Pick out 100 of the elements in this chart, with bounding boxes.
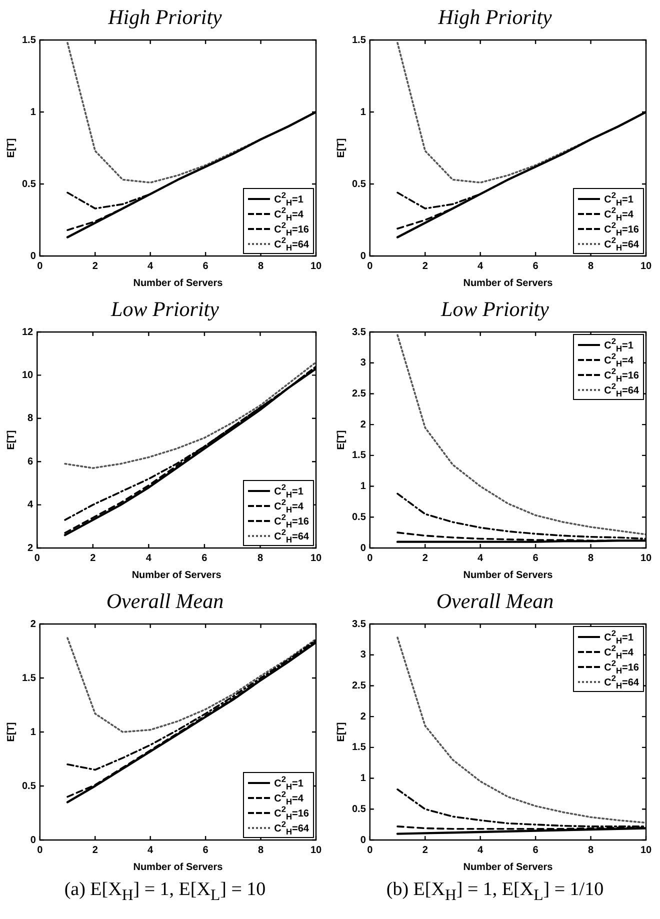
x-tick-label: 0 [37, 260, 44, 272]
x-tick-label: 4 [146, 552, 152, 564]
legend-label: C$^{2}$$_{H}$=64 [604, 234, 639, 252]
x-tick-label: 0 [37, 844, 44, 856]
legend-label: C$^{2}$$_{H}$=4 [604, 350, 634, 368]
legend-label: C$^{2}$$_{H}$=1 [274, 482, 304, 500]
y-axis-title: E[T] [6, 430, 17, 450]
y-tick-label: 3 [360, 650, 366, 661]
chart-title: High Priority [107, 4, 223, 30]
y-tick-label: 0 [30, 834, 36, 846]
y-tick-label: 2 [360, 419, 366, 430]
legend-label: C$^{2}$$_{H}$=4 [604, 642, 634, 660]
y-tick-label: 4 [28, 500, 34, 511]
x-tick-label: 8 [588, 260, 594, 272]
legend-label: C$^{2}$$_{H}$=16 [604, 220, 639, 238]
y-tick-label: 8 [28, 413, 34, 424]
x-tick-label: 8 [588, 552, 594, 564]
x-tick-label: 6 [202, 844, 209, 856]
x-tick-label: 8 [258, 844, 264, 856]
y-tick-label: 1 [30, 106, 36, 118]
y-tick-label: 0 [360, 834, 366, 846]
y-tick-label: 2.5 [352, 680, 366, 692]
y-tick-label: 2 [28, 542, 34, 554]
x-tick-label: 2 [92, 844, 98, 856]
legend-label: C$^{2}$$_{H}$=1 [604, 190, 634, 208]
legend-label: C$^{2}$$_{H}$=1 [274, 774, 304, 792]
chart-title: Low Priority [110, 296, 220, 322]
x-tick-label: 10 [310, 260, 322, 272]
y-tick-label: 1.5 [352, 450, 366, 462]
legend-label: C$^{2}$$_{H}$=64 [274, 234, 309, 252]
y-tick-label: 1 [360, 773, 366, 784]
x-tick-label: 10 [640, 552, 652, 564]
y-tick-label: 6 [28, 456, 34, 468]
y-tick-label: 1.5 [22, 672, 36, 684]
x-tick-label: 6 [202, 260, 209, 272]
y-tick-label: 1 [360, 481, 366, 492]
x-axis-title: Number of Servers [463, 570, 554, 581]
legend-label: C$^{2}$$_{H}$=4 [274, 496, 304, 514]
x-tick-label: 6 [532, 552, 539, 564]
y-tick-label: 1 [30, 726, 36, 738]
y-axis-title: E[T] [336, 138, 347, 158]
y-tick-label: 1.5 [22, 34, 36, 46]
legend-label: C$^{2}$$_{H}$=16 [274, 804, 309, 822]
chart-title: Overall Mean [435, 588, 555, 614]
y-tick-label: 3 [360, 358, 366, 369]
y-tick-label: 1 [360, 106, 366, 118]
y-tick-label: 0 [360, 542, 366, 554]
text: (a) E[X$_{H}$] = 1, E[X$_{L}$] = 10 [63, 878, 267, 906]
y-axis-title: E[T] [6, 138, 17, 158]
x-tick-label: 2 [422, 260, 428, 272]
y-tick-label: 0.5 [352, 512, 366, 523]
x-tick-label: 2 [422, 844, 428, 856]
x-tick-label: 2 [92, 260, 98, 272]
legend-label: C$^{2}$$_{H}$=4 [274, 204, 304, 222]
legend-label: C$^{2}$$_{H}$=4 [604, 204, 634, 222]
x-axis-title: Number of Servers [132, 570, 222, 581]
x-tick-label: 4 [148, 844, 154, 856]
y-tick-label: 1.5 [352, 742, 366, 754]
legend-label: C$^{2}$$_{H}$=16 [274, 220, 309, 238]
x-tick-label: 4 [478, 552, 484, 564]
x-tick-label: 10 [310, 552, 322, 564]
x-tick-label: 4 [478, 260, 484, 272]
x-tick-label: 10 [640, 844, 652, 856]
legend-label: C$^{2}$$_{H}$=16 [604, 658, 639, 676]
y-tick-label: 3.5 [352, 326, 366, 338]
legend-label: C$^{2}$$_{H}$=64 [274, 818, 309, 836]
x-axis-title: Number of Servers [133, 278, 224, 289]
x-tick-label: 8 [257, 552, 264, 564]
legend-label: C$^{2}$$_{H}$=64 [604, 672, 639, 690]
y-tick-label: 0.5 [352, 804, 366, 815]
y-tick-label: 3.5 [352, 618, 366, 630]
x-tick-label: 10 [640, 260, 652, 272]
chart-title: High Priority [437, 4, 553, 30]
y-tick-label: 0.5 [352, 178, 366, 190]
x-tick-label: 8 [588, 844, 594, 856]
y-tick-label: 0.5 [22, 178, 36, 190]
x-tick-label: 0 [367, 844, 374, 856]
legend-label: C$^{2}$$_{H}$=1 [604, 336, 634, 354]
y-tick-label: 0 [30, 250, 36, 262]
x-axis-title: Number of Servers [463, 278, 554, 289]
y-tick-label: 2 [360, 711, 366, 722]
y-axis-title: E[T] [336, 430, 347, 450]
legend-label: C$^{2}$$_{H}$=4 [274, 788, 304, 806]
legend-label: C$^{2}$$_{H}$=16 [604, 366, 639, 384]
chart-title: Low Priority [440, 296, 550, 322]
x-tick-label: 6 [202, 552, 208, 564]
legend-label: C$^{2}$$_{H}$=64 [274, 526, 309, 544]
x-tick-label: 0 [367, 552, 374, 564]
legend-label: C$^{2}$$_{H}$=1 [604, 628, 634, 646]
y-tick-label: 1.5 [352, 34, 366, 46]
y-tick-label: 12 [22, 326, 34, 338]
legend-label: C$^{2}$$_{H}$=1 [274, 190, 304, 208]
x-tick-label: 4 [148, 260, 154, 272]
x-tick-label: 8 [258, 260, 264, 272]
x-tick-label: 2 [422, 552, 428, 564]
y-tick-label: 0.5 [22, 780, 36, 792]
x-tick-label: 2 [90, 552, 96, 564]
x-axis-title: Number of Servers [463, 862, 554, 873]
y-tick-label: 2 [30, 618, 36, 630]
y-axis-title: E[T] [6, 722, 17, 742]
